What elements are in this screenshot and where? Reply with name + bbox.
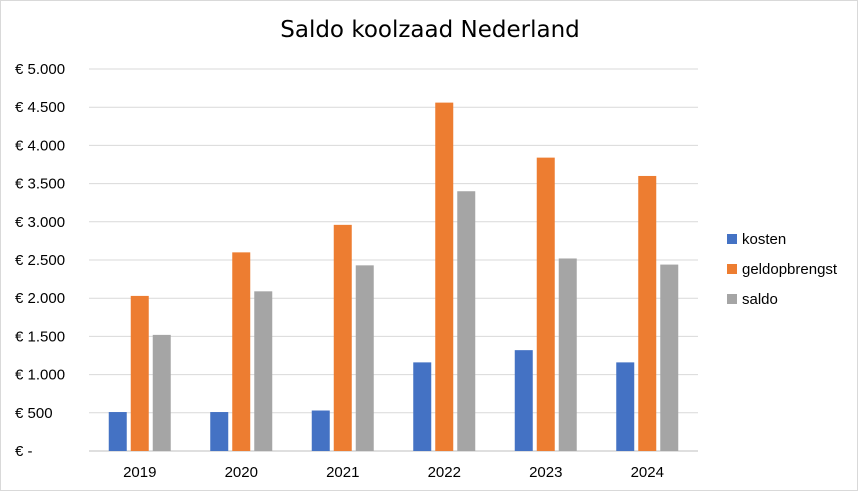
bar-kosten-2023 xyxy=(514,350,533,451)
bar-kosten-2020 xyxy=(210,412,229,451)
bar-geldopbrengst-2023 xyxy=(536,157,555,451)
x-tick-label: 2020 xyxy=(225,464,258,481)
y-tick-label: € 3.000 xyxy=(15,214,65,231)
legend-swatch-geldopbrengst xyxy=(727,264,737,274)
x-tick-label: 2021 xyxy=(326,464,359,481)
bar-geldopbrengst-2022 xyxy=(435,102,454,451)
bar-geldopbrengst-2021 xyxy=(333,224,352,451)
x-tick-label: 2024 xyxy=(631,464,664,481)
bar-saldo-2022 xyxy=(457,191,476,452)
bar-saldo-2021 xyxy=(355,265,374,451)
bar-saldo-2024 xyxy=(660,264,679,451)
y-tick-label: € - xyxy=(15,443,33,460)
x-tick-label: 2019 xyxy=(123,464,156,481)
y-tick-label: € 4.500 xyxy=(15,99,65,116)
y-tick-label: € 500 xyxy=(15,405,53,422)
y-tick-label: € 2.500 xyxy=(15,252,65,269)
legend-swatch-saldo xyxy=(727,294,737,304)
bar-saldo-2019 xyxy=(152,334,171,451)
bar-geldopbrengst-2024 xyxy=(638,175,657,451)
chart-title: Saldo koolzaad Nederland xyxy=(280,17,580,43)
legend-label-geldopbrengst: geldopbrengst xyxy=(742,261,838,278)
bar-kosten-2021 xyxy=(311,410,330,451)
bar-kosten-2022 xyxy=(413,362,432,451)
y-tick-label: € 2.000 xyxy=(15,290,65,307)
bar-kosten-2019 xyxy=(108,412,127,451)
legend-label-kosten: kosten xyxy=(742,231,786,248)
bar-kosten-2024 xyxy=(616,362,635,451)
bar-saldo-2020 xyxy=(254,291,273,451)
y-tick-label: € 1.500 xyxy=(15,328,65,345)
bar-geldopbrengst-2019 xyxy=(130,295,149,451)
x-tick-label: 2023 xyxy=(529,464,562,481)
x-tick-label: 2022 xyxy=(428,464,461,481)
legend-swatch-kosten xyxy=(727,234,737,244)
bar-saldo-2023 xyxy=(558,258,577,451)
bar-geldopbrengst-2020 xyxy=(232,252,251,451)
y-tick-label: € 3.500 xyxy=(15,176,65,193)
y-tick-label: € 4.000 xyxy=(15,137,65,154)
legend-label-saldo: saldo xyxy=(742,291,778,308)
y-tick-label: € 5.000 xyxy=(15,61,65,78)
y-tick-label: € 1.000 xyxy=(15,367,65,384)
